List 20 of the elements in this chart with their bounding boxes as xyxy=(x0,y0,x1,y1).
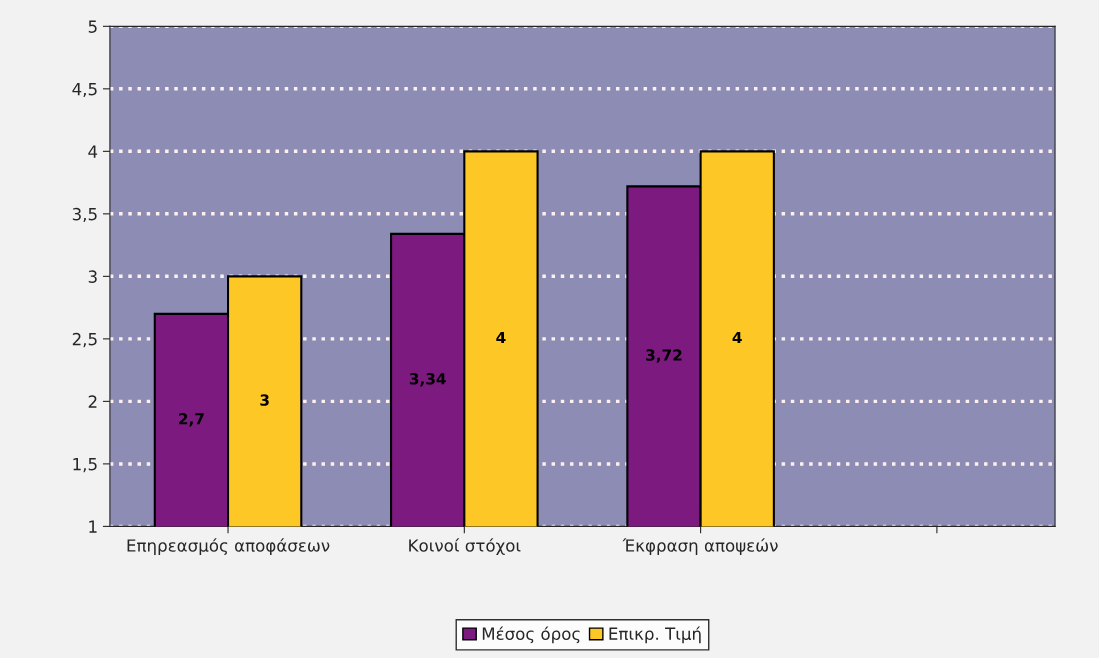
data-label: 3,72 xyxy=(646,349,682,363)
y-tick-label: 4 xyxy=(88,145,98,158)
y-tick-label: 3,5 xyxy=(72,207,97,223)
y-tick-label: 1,5 xyxy=(73,458,97,473)
x-tick-label: Έκφραση αποψεών xyxy=(622,538,778,555)
data-label: 3,34 xyxy=(409,373,446,387)
data-label: 4 xyxy=(496,331,506,344)
x-tick-label: Κοινοί στόχοι xyxy=(409,538,521,556)
data-label: 4 xyxy=(732,331,742,344)
y-tick-label: 2 xyxy=(88,395,97,408)
y-tick-label: 4,5 xyxy=(72,83,97,98)
y-tick-label: 3 xyxy=(88,270,97,283)
legend-label: Επικρ. Τιμή xyxy=(609,626,701,644)
x-tick-label: Επηρεασμός αποφάσεων xyxy=(127,538,330,556)
data-label: 3 xyxy=(260,394,269,406)
y-tick-label: 1 xyxy=(89,520,97,533)
data-label: 2,7 xyxy=(179,413,204,427)
legend-label: Μέσος όρος xyxy=(482,626,580,644)
y-tick-label: 2,5 xyxy=(72,332,97,348)
y-tick-label: 5 xyxy=(88,20,97,33)
